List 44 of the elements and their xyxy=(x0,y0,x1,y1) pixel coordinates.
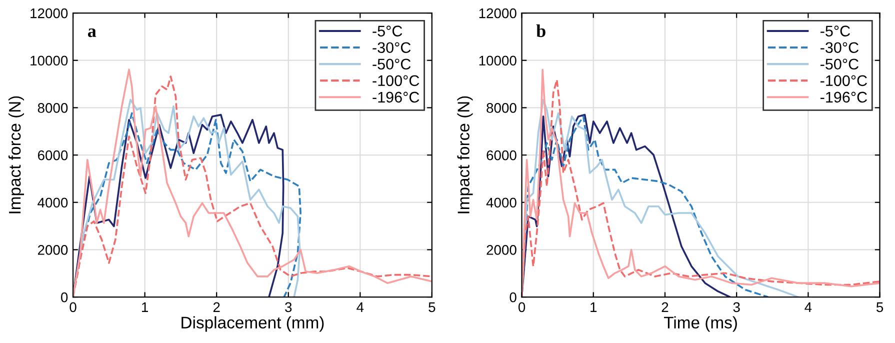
x-tick-label: 1 xyxy=(590,302,597,312)
y-tick-label: 12000 xyxy=(479,8,516,18)
legend-label: -5°C xyxy=(372,26,402,36)
x-tick-label: 0 xyxy=(70,302,76,312)
x-tick-label: 3 xyxy=(285,302,292,312)
x-tick-label: 2 xyxy=(662,302,668,312)
y-tick-label: 6000 xyxy=(38,150,68,160)
legend-label: -196°C xyxy=(372,92,420,103)
y-tick-label: 10000 xyxy=(30,56,68,66)
x-tick-label: 1 xyxy=(142,302,148,312)
y-tick-label: 8000 xyxy=(486,103,516,113)
y-tick-label: 4000 xyxy=(38,198,68,208)
y-tick-label: 2000 xyxy=(486,245,516,255)
y-tick-label: 4000 xyxy=(486,198,516,208)
y-tick-label: 0 xyxy=(510,292,516,302)
x-tick-label: 5 xyxy=(428,302,436,312)
text: a xyxy=(88,28,96,38)
x-tick-label: 2 xyxy=(213,302,220,312)
y-axis-title: Impact force (N) xyxy=(8,96,24,214)
y-tick-label: 2000 xyxy=(38,245,68,255)
x-axis-title: Time (ms) xyxy=(664,316,737,332)
legend-label: -50°C xyxy=(820,58,858,70)
y-axis-title: Impact force (N) xyxy=(457,96,473,214)
x-tick-label: 3 xyxy=(733,302,740,312)
legend-label: -5°C xyxy=(820,26,850,36)
x-tick-label: 0 xyxy=(518,302,526,312)
x-axis-title: Displacement (mm) xyxy=(182,316,324,332)
legend-label: -50°C xyxy=(372,58,411,70)
x-tick-label: 5 xyxy=(876,302,884,312)
line-series xyxy=(522,114,732,298)
legend-label: -100°C xyxy=(372,75,420,86)
legend-label: -100°C xyxy=(820,75,867,86)
y-tick-label: 6000 xyxy=(486,150,516,160)
y-tick-label: 0 xyxy=(60,292,68,302)
line-series xyxy=(522,98,800,298)
legend-label: -30°C xyxy=(820,42,858,54)
legend-label: -196°C xyxy=(820,92,867,103)
y-tick-label: 12000 xyxy=(30,8,68,18)
chart-title: b xyxy=(536,24,546,38)
legend-label: -30°C xyxy=(372,42,411,54)
x-tick-label: 4 xyxy=(804,302,812,312)
y-tick-label: 10000 xyxy=(479,56,516,66)
y-tick-label: 8000 xyxy=(38,103,68,113)
x-tick-label: 4 xyxy=(356,302,364,312)
